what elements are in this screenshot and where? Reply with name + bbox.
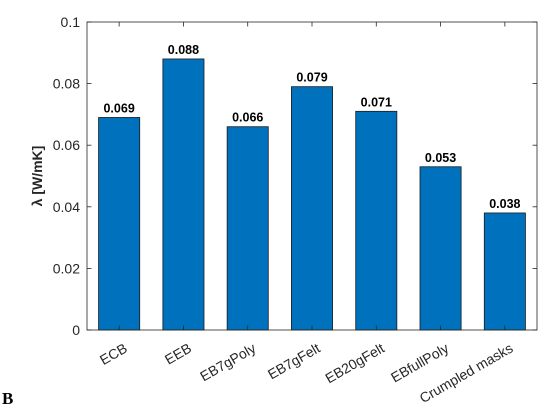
bar-value-label: 0.038 — [489, 197, 520, 211]
bar — [291, 86, 333, 331]
bar-value-label: 0.066 — [232, 111, 263, 125]
plot-area: 0.069 0.088 0.066 0.079 0.071 0.053 0.038 0 0.02… — [53, 14, 538, 406]
y-tick-label: 0.1 — [61, 14, 81, 30]
y-axis-title: λ [W/mK] — [29, 146, 45, 207]
bar — [355, 110, 398, 331]
bar — [419, 166, 462, 331]
y-tick-label: 0 — [72, 322, 80, 338]
x-tick-label: EB7gPoly — [197, 340, 258, 385]
y-tick-label: 0.02 — [53, 260, 80, 276]
x-tick-label: EB20gFelt — [322, 340, 387, 387]
bar-value-label: 0.053 — [425, 151, 456, 165]
bar — [162, 58, 205, 331]
y-tick-label: 0.06 — [53, 137, 80, 153]
bar-value-label: 0.069 — [103, 101, 134, 115]
bar — [483, 212, 526, 331]
bar-value-label: 0.079 — [296, 71, 327, 85]
bar-value-label: 0.088 — [168, 43, 199, 57]
y-tick-label: 0.08 — [53, 76, 80, 92]
x-tick-label: EEB — [162, 340, 194, 368]
bar-value-label: 0.071 — [361, 95, 392, 109]
bar — [98, 117, 141, 331]
x-tick-label: ECB — [97, 340, 130, 368]
x-tick-label: EB7gFelt — [265, 340, 323, 383]
y-tick-label: 0.04 — [53, 199, 80, 215]
bar — [226, 126, 269, 331]
panel-label: B — [2, 389, 14, 408]
